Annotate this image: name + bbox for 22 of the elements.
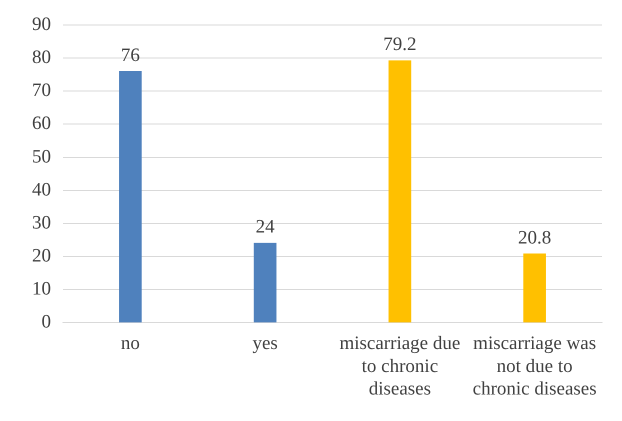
y-tick-label: 50 <box>32 146 51 168</box>
data-label: 79.2 <box>383 34 416 56</box>
y-tick-label: 70 <box>32 80 51 102</box>
y-tick-label: 30 <box>32 212 51 234</box>
x-tick-label: yes <box>252 332 278 354</box>
data-label: 20.8 <box>518 227 552 248</box>
x-tick-label: miscarriage was not due to chronic diseases <box>472 332 597 400</box>
x-tick-label: miscarriage due to chronic diseases <box>339 332 460 400</box>
y-tick-label: 80 <box>32 47 51 68</box>
y-tick-label: 10 <box>32 278 51 300</box>
bar <box>388 60 412 322</box>
y-tick-label: 0 <box>42 312 51 333</box>
data-label: 24 <box>256 216 276 238</box>
bar <box>523 253 546 322</box>
x-tick-label: no <box>120 332 140 354</box>
y-tick-label: 60 <box>32 113 51 134</box>
bar <box>254 242 276 322</box>
y-tick-label: 90 <box>32 14 51 35</box>
y-tick-label: 40 <box>32 179 51 200</box>
data-label: 76 <box>120 44 140 66</box>
bar <box>119 70 142 322</box>
y-tick-label: 20 <box>32 245 51 266</box>
